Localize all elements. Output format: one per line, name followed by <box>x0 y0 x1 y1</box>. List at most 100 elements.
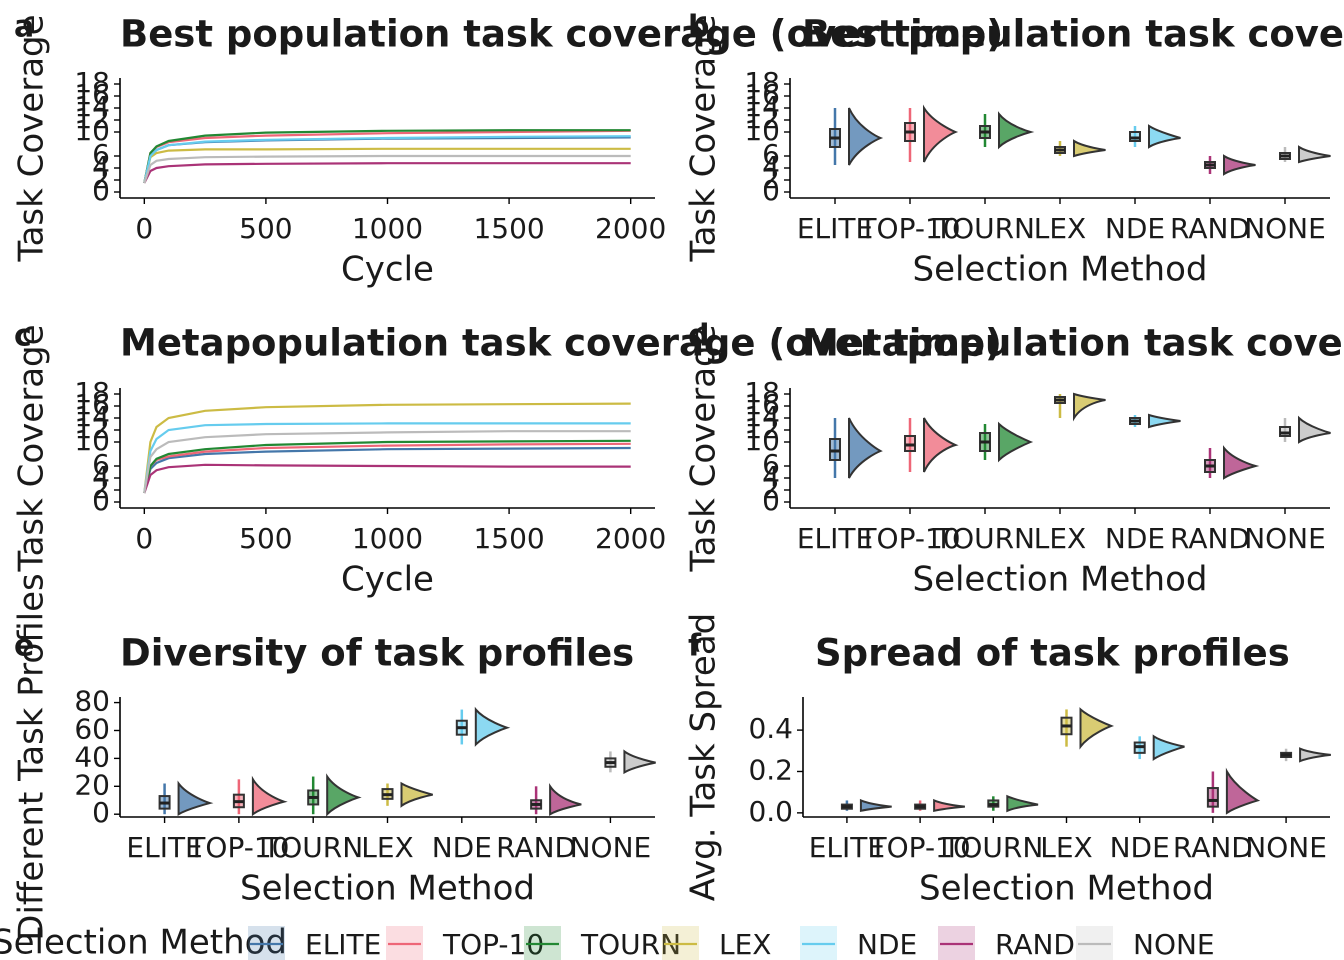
x-tick-label: RAND <box>1170 522 1250 555</box>
panel-label: b <box>688 10 709 45</box>
y-axis-title: Avg. Task Spread <box>684 613 724 902</box>
violin <box>549 783 582 816</box>
panel-title: Metapopulation task coverage (over time) <box>120 322 1002 365</box>
y-tick-label: 0 <box>762 174 780 207</box>
series-line <box>143 162 631 184</box>
legend-title: Selection Method <box>0 923 287 960</box>
y-axis-title: Different Task Profiles <box>12 573 52 940</box>
panel-title: Spread of task profiles <box>815 632 1290 675</box>
x-tick-label: TOP-10 <box>187 831 289 864</box>
y-tick-label: 18 <box>744 66 780 99</box>
y-tick-label: 40 <box>74 740 110 773</box>
x-tick-label: 1500 <box>473 522 544 555</box>
panel-title: Metapopulation task coverage (final) <box>802 322 1344 365</box>
y-tick-label: 16 <box>744 388 780 421</box>
y-tick-label: 0 <box>92 484 110 517</box>
x-axis-title: Selection Method <box>240 869 535 909</box>
violin <box>1148 413 1181 429</box>
x-tick-label: TOURN <box>262 831 363 864</box>
box <box>1206 787 1219 808</box>
violin <box>1223 445 1260 480</box>
y-tick-label: 4 <box>92 150 110 183</box>
x-tick-label: NDE <box>1105 212 1165 245</box>
x-tick-label: NONE <box>1244 522 1326 555</box>
x-tick-label: TOURN <box>934 212 1035 245</box>
y-tick-label: 18 <box>74 66 110 99</box>
violin <box>1298 145 1331 164</box>
series-line <box>143 446 631 494</box>
series-line <box>143 129 631 184</box>
legend-label: ELITE <box>305 928 381 960</box>
x-tick-label: ELITE <box>126 831 202 864</box>
violin <box>1152 734 1185 761</box>
x-tick-label: RAND <box>496 831 576 864</box>
violin <box>933 798 965 813</box>
violin <box>998 111 1035 150</box>
series-line <box>143 422 631 494</box>
x-tick-label: 0 <box>135 212 153 245</box>
y-tick-label: 0 <box>92 796 110 829</box>
y-tick-label: 10 <box>744 114 780 147</box>
violin <box>923 104 959 163</box>
x-tick-label: LEX <box>1034 212 1086 245</box>
y-tick-label: 18 <box>744 376 780 409</box>
violin <box>623 749 656 775</box>
y-tick-label: 12 <box>744 102 780 135</box>
x-tick-label: NDE <box>1110 831 1170 864</box>
y-tick-label: 0.4 <box>748 712 793 745</box>
x-tick-label: TOP-10 <box>858 522 960 555</box>
y-tick-label: 2 <box>92 472 110 505</box>
legend-label: NONE <box>1133 928 1215 960</box>
y-tick-label: 18 <box>74 376 110 409</box>
y-tick-label: 14 <box>744 90 780 123</box>
y-tick-label: 4 <box>762 150 780 183</box>
y-tick-label: 12 <box>74 102 110 135</box>
violin <box>998 421 1034 463</box>
y-tick-label: 80 <box>74 685 110 718</box>
series-line <box>143 430 631 494</box>
y-tick-label: 10 <box>74 424 110 457</box>
y-tick-label: 12 <box>74 412 110 445</box>
x-tick-label: TOP-10 <box>869 831 971 864</box>
y-tick-label: 6 <box>762 448 780 481</box>
y-tick-label: 6 <box>762 138 780 171</box>
y-axis-title: Task Coverage <box>684 324 724 572</box>
x-tick-label: 500 <box>239 212 292 245</box>
violin <box>1298 415 1331 444</box>
panel-title: Diversity of task profiles <box>120 632 634 675</box>
y-tick-label: 10 <box>744 424 780 457</box>
legend-label: LEX <box>719 928 771 960</box>
x-axis-title: Cycle <box>341 250 434 290</box>
y-tick-label: 4 <box>92 460 110 493</box>
violin <box>848 107 884 166</box>
x-tick-label: TOP-10 <box>858 212 960 245</box>
x-tick-label: LEX <box>1040 831 1092 864</box>
x-axis-title: Selection Method <box>912 250 1207 290</box>
y-tick-label: 10 <box>74 114 110 147</box>
y-axis-title: Task Coverage <box>684 14 724 262</box>
y-tick-label: 2 <box>762 472 780 505</box>
violin <box>848 417 883 479</box>
x-tick-label: ELITE <box>797 522 873 555</box>
x-tick-label: 2000 <box>595 212 666 245</box>
series-line <box>143 154 631 184</box>
y-tick-label: 14 <box>74 90 110 123</box>
violin <box>1148 124 1181 149</box>
violin <box>1223 154 1256 176</box>
y-tick-label: 0.0 <box>748 795 793 828</box>
violin <box>1073 392 1106 422</box>
y-tick-label: 14 <box>744 400 780 433</box>
x-tick-label: NDE <box>1105 522 1165 555</box>
y-tick-label: 0 <box>92 174 110 207</box>
violin <box>474 706 511 747</box>
x-tick-label: TOURN <box>942 831 1043 864</box>
y-tick-label: 12 <box>744 412 780 445</box>
y-tick-label: 4 <box>762 460 780 493</box>
series-line <box>143 402 631 494</box>
x-tick-label: RAND <box>1173 831 1253 864</box>
series-line <box>143 439 631 494</box>
violin <box>1079 707 1115 750</box>
x-tick-label: 0 <box>135 522 153 555</box>
